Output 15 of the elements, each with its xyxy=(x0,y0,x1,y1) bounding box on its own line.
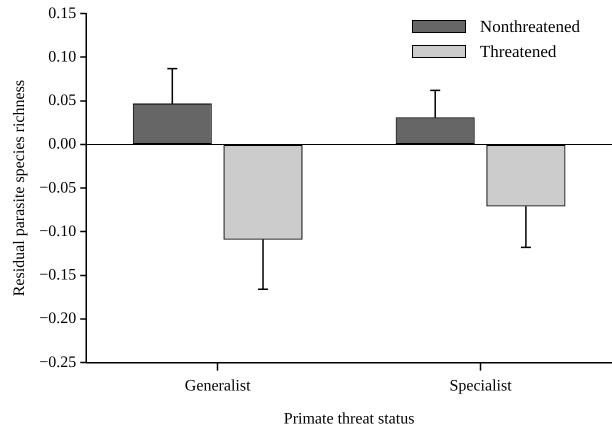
y-tick-label: −0.20 xyxy=(39,310,76,328)
x-axis-title: Primate threat status xyxy=(284,410,414,428)
x-tick-label: Generalist xyxy=(184,377,252,394)
legend-label: Threatened xyxy=(480,42,556,62)
y-tick-label: −0.10 xyxy=(39,222,76,240)
y-tick-label: 0.10 xyxy=(48,48,76,66)
y-tick-label: −0.15 xyxy=(39,266,76,284)
y-tick-label: −0.05 xyxy=(39,179,76,196)
x-tick-label: Specialist xyxy=(449,377,512,394)
y-tick-label: 0.15 xyxy=(48,4,76,22)
legend-label: Nonthreatened xyxy=(480,16,580,36)
y-axis-title: Residual parasite species richness xyxy=(10,80,28,296)
y-tick-label: 0.00 xyxy=(48,136,76,153)
y-tick-label: 0.05 xyxy=(48,92,76,110)
y-tick-label: −0.25 xyxy=(39,354,76,371)
